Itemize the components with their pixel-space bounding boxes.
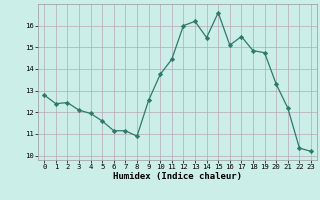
X-axis label: Humidex (Indice chaleur): Humidex (Indice chaleur) <box>113 172 242 181</box>
